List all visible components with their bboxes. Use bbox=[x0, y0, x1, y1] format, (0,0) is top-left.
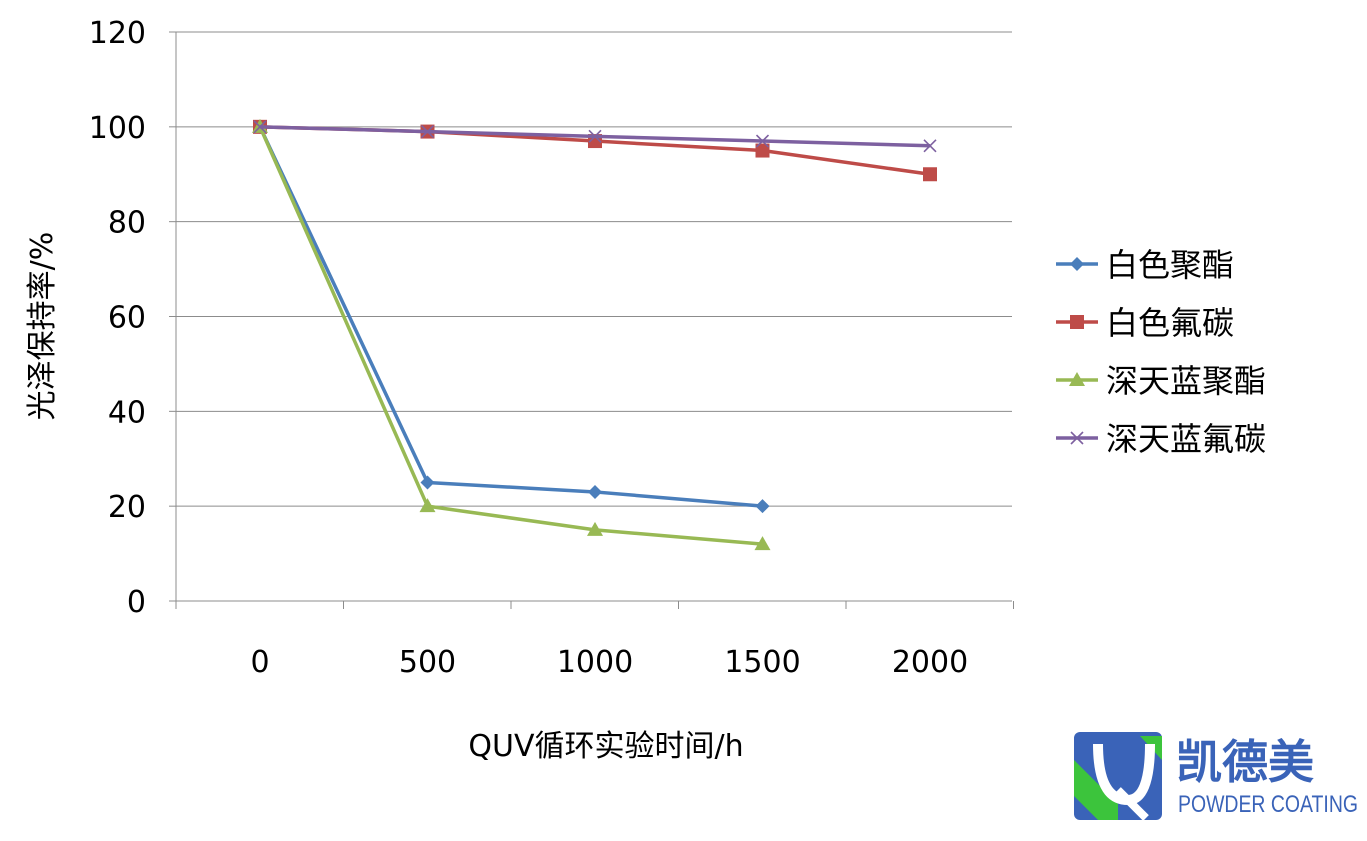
x-tick-labels: 0 500 1000 1500 2000 bbox=[250, 645, 968, 680]
data-point bbox=[754, 536, 771, 551]
legend-label: 深天蓝聚酯 bbox=[1106, 362, 1266, 400]
legend-label: 白色聚酯 bbox=[1106, 246, 1234, 284]
y-tick-labels: 0 20 40 60 80 100 120 bbox=[89, 16, 146, 620]
data-point bbox=[755, 499, 770, 514]
data-point bbox=[420, 125, 435, 139]
data-point bbox=[420, 475, 435, 490]
y-axis-title: 光泽保持率/% bbox=[25, 232, 60, 421]
data-point bbox=[755, 143, 770, 158]
data-point bbox=[923, 139, 937, 153]
series-line bbox=[258, 126, 763, 546]
series bbox=[252, 118, 937, 551]
y-tick-label: 40 bbox=[108, 395, 146, 430]
series-line bbox=[258, 126, 763, 508]
y-tick-label: 80 bbox=[108, 206, 146, 241]
data-point bbox=[253, 120, 267, 134]
axes bbox=[175, 32, 1014, 609]
data-point bbox=[419, 498, 436, 513]
x-tick-label: 1000 bbox=[557, 645, 633, 680]
data-point bbox=[1070, 315, 1084, 329]
legend-label: 白色氟碳 bbox=[1106, 304, 1234, 342]
data-point bbox=[1070, 257, 1084, 271]
series-4 bbox=[253, 120, 937, 153]
legend-item: 深天蓝聚酯 bbox=[1056, 362, 1266, 400]
data-point bbox=[587, 521, 603, 536]
data-point bbox=[588, 484, 602, 499]
data-point bbox=[1070, 431, 1084, 445]
data-point bbox=[588, 129, 602, 143]
legend-item: 深天蓝氟碳 bbox=[1056, 420, 1266, 458]
y-tick-label: 100 bbox=[89, 111, 146, 146]
y-tick-label: 20 bbox=[108, 490, 146, 525]
x-tick-label: 1500 bbox=[724, 645, 800, 680]
data-point bbox=[1069, 372, 1085, 386]
y-tick-label: 120 bbox=[89, 16, 146, 51]
y-tick-label: 60 bbox=[108, 301, 146, 336]
logo-emblem-icon bbox=[1074, 732, 1162, 821]
brand-logo: 凯德美 POWDER COATING bbox=[1074, 732, 1358, 821]
series-3 bbox=[252, 118, 771, 551]
data-point bbox=[923, 167, 937, 182]
legend-label: 深天蓝氟碳 bbox=[1106, 420, 1266, 458]
legend-item: 白色聚酯 bbox=[1056, 246, 1234, 284]
legend-item: 白色氟碳 bbox=[1056, 304, 1234, 342]
gridlines bbox=[169, 31, 1012, 602]
y-tick-label: 0 bbox=[127, 585, 146, 620]
x-axis-title: QUV循环实验时间/h bbox=[468, 729, 743, 764]
logo-name-en: POWDER COATING bbox=[1178, 791, 1358, 818]
x-tick-label: 0 bbox=[250, 645, 269, 680]
logo-name-cn: 凯德美 bbox=[1176, 735, 1314, 789]
data-point bbox=[755, 134, 770, 148]
x-tick-label: 2000 bbox=[892, 645, 968, 680]
series-line bbox=[259, 125, 931, 176]
x-tick-label: 500 bbox=[399, 645, 456, 680]
